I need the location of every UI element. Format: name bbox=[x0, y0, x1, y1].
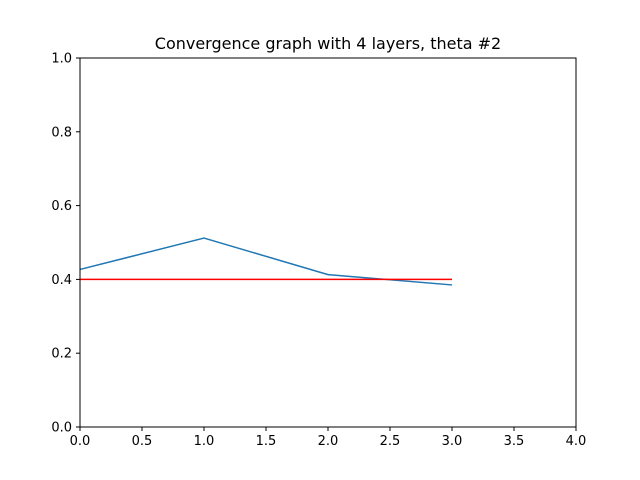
y-tick-label: 0.4 bbox=[51, 273, 72, 288]
x-tick-label: 3.5 bbox=[504, 434, 525, 449]
series-line-0 bbox=[79, 237, 453, 286]
axes-frame bbox=[79, 57, 577, 428]
y-tick-label: 0.2 bbox=[51, 347, 72, 362]
x-tick-label: 1.0 bbox=[194, 434, 215, 449]
y-tick-label: 1.0 bbox=[51, 52, 72, 67]
y-tick-label: 0.8 bbox=[51, 125, 72, 140]
x-tick-label: 0.0 bbox=[70, 434, 91, 449]
plot-area: 0.0 0.5 1.0 1.5 2.0 2.5 3.0 3.5 4.0 0.0 0.2 0.4 0.6 0… bbox=[51, 52, 586, 450]
x-tick-label: 2.5 bbox=[380, 434, 401, 449]
y-tick-label: 0.0 bbox=[51, 421, 72, 436]
y-tick-label: 0.6 bbox=[51, 199, 72, 214]
x-tick-label: 1.5 bbox=[256, 434, 277, 449]
x-tick-label: 4.0 bbox=[566, 434, 587, 449]
x-tick-label: 3.0 bbox=[442, 434, 463, 449]
chart-title: Convergence graph with 4 layers, theta #… bbox=[155, 34, 501, 53]
x-tick-label: 2.0 bbox=[318, 434, 339, 449]
x-tick-label: 0.5 bbox=[132, 434, 153, 449]
